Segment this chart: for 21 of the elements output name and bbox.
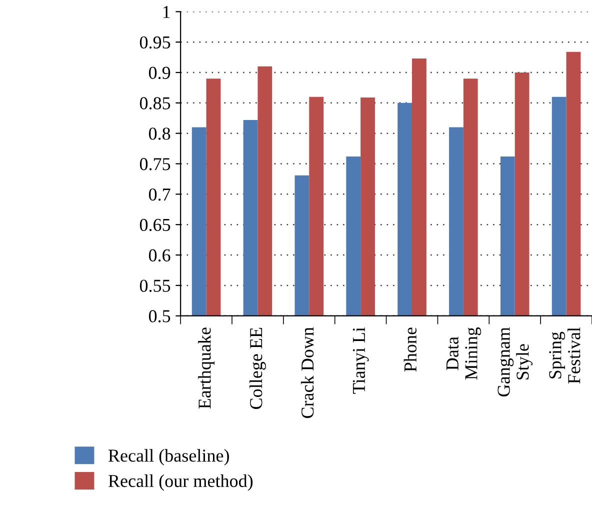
y-tick-label: 0.6 (148, 249, 170, 262)
y-tick-label: 0.85 (140, 97, 170, 110)
y-tick-label: 0.9 (148, 66, 170, 80)
x-tick-label: College EE (249, 328, 266, 409)
y-tick-label: 0.65 (140, 218, 170, 232)
x-tick-label: Phone (404, 328, 417, 372)
x-tick-label: Earthquake (198, 328, 214, 409)
y-tick-label: 0.5 (148, 310, 170, 322)
x-tick-label: Tianyi Li (352, 327, 369, 394)
legend-label: Recall (our method) (108, 474, 253, 491)
y-tick-label: 0.55 (140, 280, 170, 292)
legend-label: Recall (baseline) (108, 449, 229, 466)
y-tick-label: 0.95 (140, 36, 170, 49)
y-tick-label: 0.7 (148, 188, 170, 201)
y-tick-label: 0.8 (148, 128, 170, 140)
y-tick-label: 1 (163, 6, 170, 18)
x-tick-label: Data Mining (446, 327, 482, 380)
x-tick-label: Gangnam Style (498, 327, 533, 396)
y-tick-label: 0.75 (140, 158, 170, 170)
x-tick-label: Crack Down (300, 327, 314, 418)
x-tick-label: Spring Festival (549, 327, 580, 384)
